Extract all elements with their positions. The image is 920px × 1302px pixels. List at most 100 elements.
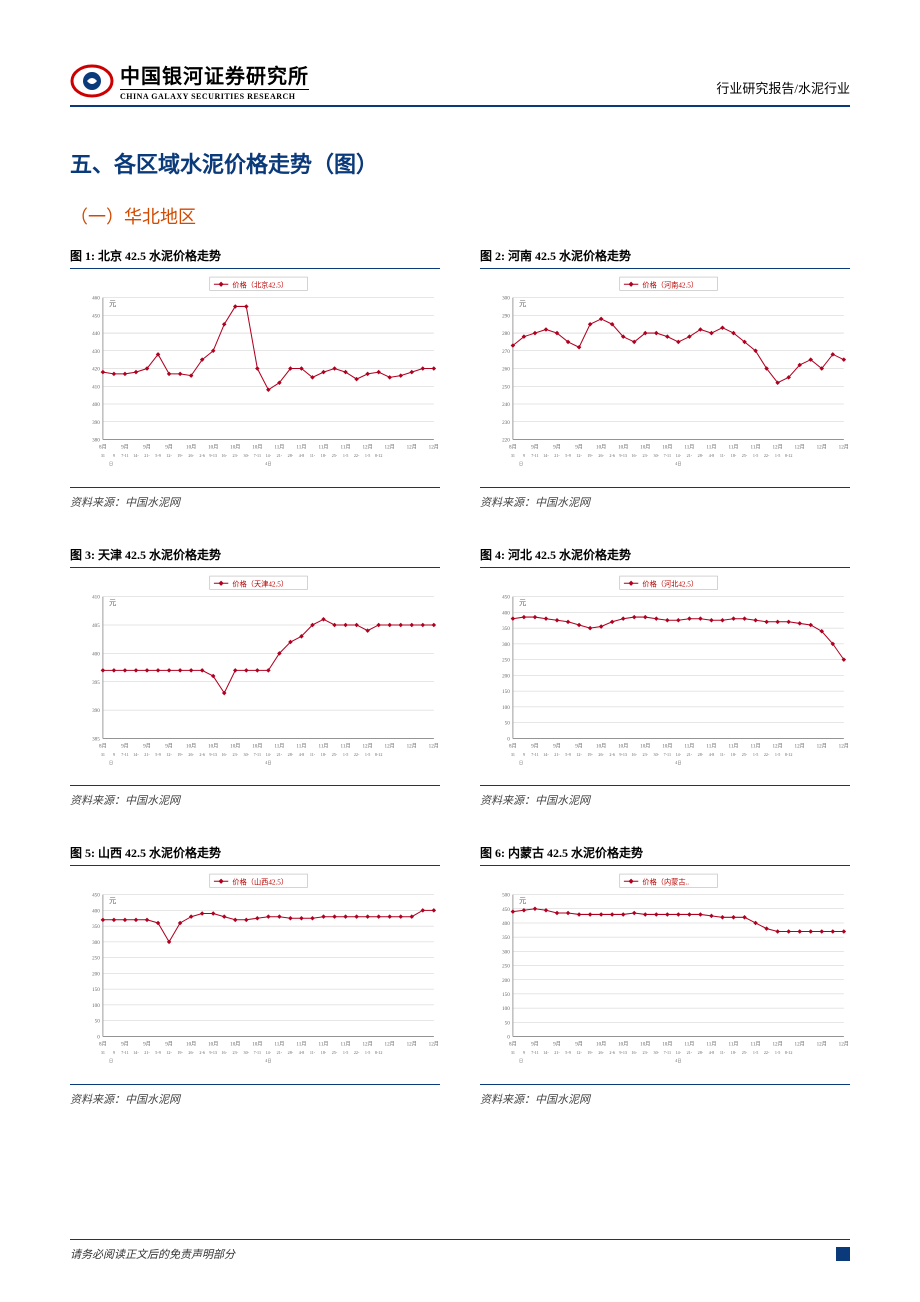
svg-text:12月: 12月	[407, 742, 417, 749]
svg-text:9: 9	[113, 453, 115, 458]
svg-text:9月: 9月	[165, 1041, 173, 1048]
svg-text:7-11: 7-11	[531, 453, 538, 458]
svg-text:14-: 14-	[676, 751, 682, 756]
svg-text:22-: 22-	[354, 751, 360, 756]
svg-text:10月: 10月	[596, 1041, 606, 1048]
svg-text:1-5: 1-5	[343, 453, 348, 458]
svg-text:8月: 8月	[99, 444, 107, 451]
svg-text:价格（河南42.5）: 价格（河南42.5）	[642, 280, 698, 289]
svg-text:12-: 12-	[576, 751, 582, 756]
svg-text:240: 240	[502, 402, 510, 408]
svg-text:10月: 10月	[208, 444, 218, 451]
svg-text:12-: 12-	[166, 1050, 172, 1055]
svg-text:12-: 12-	[576, 1050, 582, 1055]
svg-text:21-: 21-	[277, 751, 283, 756]
svg-text:19-: 19-	[177, 1050, 183, 1055]
chart-grid: 图 1: 北京 42.5 水泥价格走势 价格（北京42.5）3803904004…	[70, 247, 850, 1107]
svg-text:7-11: 7-11	[531, 1050, 538, 1055]
svg-text:26-: 26-	[188, 751, 194, 756]
svg-text:12月: 12月	[429, 444, 439, 451]
subsection-title: （一）华北地区	[70, 203, 850, 229]
svg-text:21-: 21-	[277, 453, 283, 458]
svg-text:18-: 18-	[731, 1050, 737, 1055]
svg-text:28-: 28-	[288, 751, 294, 756]
svg-text:14-: 14-	[266, 1050, 272, 1055]
svg-text:10月: 10月	[230, 1041, 240, 1048]
svg-text:8月: 8月	[509, 742, 517, 749]
svg-text:390: 390	[92, 708, 100, 714]
chart-source: 资料来源：中国水泥网	[480, 785, 850, 808]
svg-text:30-: 30-	[654, 751, 660, 756]
svg-text:450: 450	[92, 893, 100, 899]
svg-text:420: 420	[92, 367, 100, 373]
svg-text:19-: 19-	[177, 453, 183, 458]
svg-text:1-5: 1-5	[753, 1050, 758, 1055]
svg-text:14-: 14-	[676, 453, 682, 458]
svg-text:25-: 25-	[332, 1050, 338, 1055]
svg-text:9月: 9月	[531, 1041, 539, 1048]
svg-text:2-6: 2-6	[609, 1050, 614, 1055]
svg-text:11月: 11月	[684, 742, 694, 749]
svg-text:450: 450	[502, 907, 510, 913]
svg-text:10月: 10月	[596, 742, 606, 749]
chart-block-6: 图 6: 内蒙古 42.5 水泥价格走势 价格（内蒙古..05010015020…	[480, 844, 850, 1107]
svg-text:23-: 23-	[233, 1050, 239, 1055]
svg-text:9月: 9月	[553, 1041, 561, 1048]
svg-text:385: 385	[92, 736, 100, 742]
svg-text:350: 350	[92, 924, 100, 930]
svg-text:11-: 11-	[310, 1050, 316, 1055]
chart-title: 图 1: 北京 42.5 水泥价格走势	[70, 247, 440, 269]
chart-source: 资料来源：中国水泥网	[70, 785, 440, 808]
svg-text:9-13: 9-13	[619, 1050, 627, 1055]
svg-text:2-6: 2-6	[199, 1050, 204, 1055]
svg-text:12月: 12月	[839, 444, 849, 451]
svg-text:30-: 30-	[244, 453, 250, 458]
svg-text:9月: 9月	[575, 1041, 583, 1048]
svg-text:4-8: 4-8	[709, 751, 714, 756]
svg-text:10月: 10月	[252, 1041, 262, 1048]
svg-text:12月: 12月	[773, 444, 783, 451]
svg-text:10月: 10月	[662, 1041, 672, 1048]
svg-text:10月: 10月	[662, 742, 672, 749]
svg-text:14-: 14-	[133, 453, 139, 458]
svg-text:12月: 12月	[385, 1041, 395, 1048]
svg-text:9月: 9月	[143, 742, 151, 749]
svg-text:元: 元	[519, 598, 526, 606]
svg-text:10月: 10月	[640, 742, 650, 749]
svg-text:12月: 12月	[363, 444, 373, 451]
svg-text:11月: 11月	[341, 1041, 351, 1048]
svg-text:9月: 9月	[575, 444, 583, 451]
svg-text:460: 460	[92, 296, 100, 302]
chart-svg-6: 价格（内蒙古..050100150200250300350400450500元8…	[480, 872, 850, 1078]
svg-text:26-: 26-	[598, 453, 604, 458]
svg-text:14-: 14-	[543, 751, 549, 756]
svg-text:9月: 9月	[121, 742, 129, 749]
svg-text:12月: 12月	[773, 742, 783, 749]
svg-text:14-: 14-	[543, 1050, 549, 1055]
svg-text:21-: 21-	[144, 1050, 150, 1055]
svg-text:16-: 16-	[221, 453, 227, 458]
svg-text:12月: 12月	[429, 742, 439, 749]
svg-text:11-: 11-	[720, 453, 726, 458]
logo-icon	[70, 63, 114, 99]
svg-text:11月: 11月	[706, 1041, 716, 1048]
doc-type-label: 行业研究报告/水泥行业	[716, 78, 850, 97]
svg-text:9月: 9月	[165, 742, 173, 749]
svg-text:12月: 12月	[407, 1041, 417, 1048]
svg-text:25-: 25-	[742, 1050, 748, 1055]
svg-text:7-11: 7-11	[254, 1050, 261, 1055]
svg-text:31: 31	[101, 1050, 105, 1055]
svg-text:10月: 10月	[596, 444, 606, 451]
svg-text:31: 31	[511, 751, 515, 756]
svg-text:9月: 9月	[553, 444, 561, 451]
svg-text:25-: 25-	[332, 751, 338, 756]
svg-text:430: 430	[92, 349, 100, 355]
svg-text:26-: 26-	[598, 751, 604, 756]
svg-text:1-5: 1-5	[775, 453, 780, 458]
svg-text:0: 0	[507, 736, 510, 742]
svg-text:7-11: 7-11	[664, 453, 671, 458]
svg-text:26-: 26-	[188, 453, 194, 458]
svg-text:21-: 21-	[554, 751, 560, 756]
svg-text:14-: 14-	[133, 751, 139, 756]
svg-text:5-9: 5-9	[565, 751, 570, 756]
